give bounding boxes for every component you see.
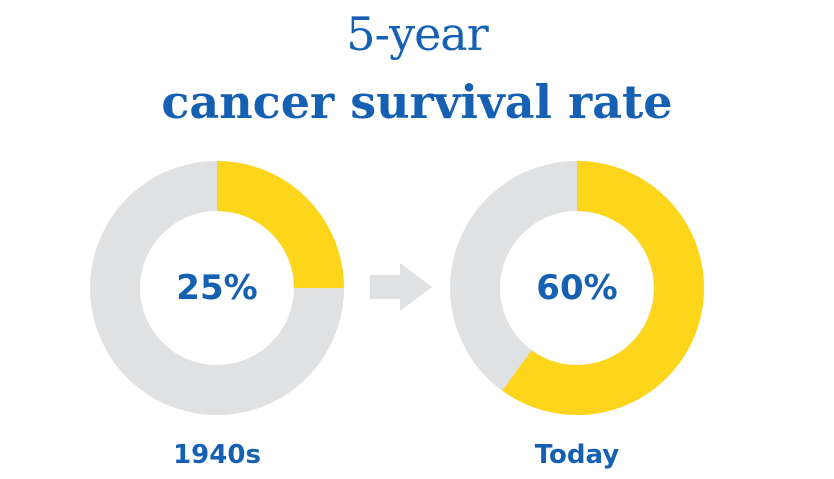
value-label-today: 60% [536, 268, 618, 308]
arrow-right-icon [370, 263, 432, 311]
donut-1940s: 25% [90, 161, 344, 415]
donut-chart-1940s [90, 161, 344, 415]
title-line-2: cancer survival rate [161, 75, 673, 129]
donut-today: 60% [450, 161, 704, 415]
value-label-1940s: 25% [176, 268, 258, 308]
period-label-1940s: 1940s [173, 440, 261, 470]
title-line-1: 5-year [346, 7, 488, 61]
donut-chart-today [450, 161, 704, 415]
period-label-today: Today [534, 440, 620, 470]
